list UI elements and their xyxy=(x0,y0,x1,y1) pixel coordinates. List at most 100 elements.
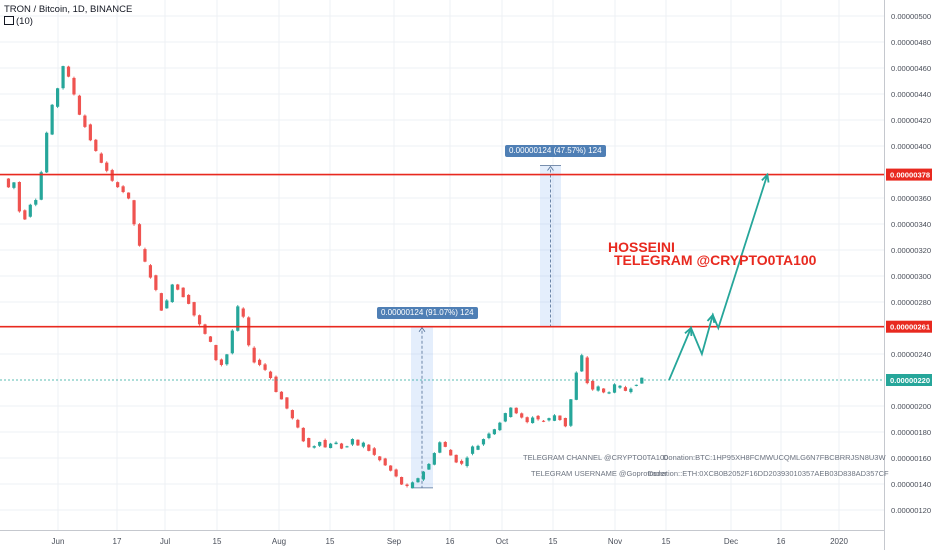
candle-body xyxy=(50,104,54,135)
candle-body xyxy=(580,355,584,372)
price-line-tag xyxy=(886,374,932,386)
candle-body xyxy=(394,469,398,477)
candle-body xyxy=(165,300,169,309)
x-tick-label: 2020 xyxy=(830,537,848,546)
candle-body xyxy=(339,443,344,449)
candle-body xyxy=(367,444,371,451)
measure-label-lower: 0.00000124 (91.07%) 124 xyxy=(377,307,478,319)
x-tick-label: 17 xyxy=(113,537,122,546)
y-tick-label: 0.00000140 xyxy=(891,480,931,489)
candle-body xyxy=(274,376,278,392)
candle-body xyxy=(602,388,606,393)
candle-body xyxy=(563,417,567,427)
candle-body xyxy=(498,422,502,431)
candle-body xyxy=(230,330,234,354)
y-tick-label: 0.00000480 xyxy=(891,38,931,47)
candle-body xyxy=(389,465,393,471)
y-tick-label: 0.00000400 xyxy=(891,142,931,151)
candle-body xyxy=(154,275,158,290)
y-tick-label: 0.00000420 xyxy=(891,116,931,125)
telegram-annotation: TELEGRAM @CRYPTO0TA100 xyxy=(614,252,817,268)
candle-body xyxy=(285,397,289,409)
candle-body xyxy=(307,438,311,448)
candle-body xyxy=(470,446,475,454)
candle-body xyxy=(39,172,43,200)
candle-body xyxy=(77,95,82,115)
x-tick-label: Sep xyxy=(387,537,402,546)
candle-body xyxy=(23,210,27,220)
candle-body xyxy=(105,162,109,171)
y-tick-label: 0.00000460 xyxy=(891,64,931,73)
candle-body xyxy=(6,178,11,188)
x-tick-label: Dec xyxy=(724,537,738,546)
candle-body xyxy=(214,345,218,361)
x-tick-label: 15 xyxy=(549,537,558,546)
y-tick-label: 0.00000320 xyxy=(891,246,931,255)
candle-body xyxy=(574,372,578,400)
candle-body xyxy=(34,200,38,205)
candle-body xyxy=(170,284,174,303)
x-tick-label: Aug xyxy=(272,537,286,546)
y-tick-label: 0.00000160 xyxy=(891,454,931,463)
y-tick-label: 0.00000200 xyxy=(891,402,931,411)
donation-btc-note: Donation:BTC:1HP95XH8FCMWUCQMLG6N7FBCBRR… xyxy=(663,453,886,462)
candle-body xyxy=(558,415,562,420)
candle-body xyxy=(176,284,180,290)
candle-body xyxy=(181,287,185,298)
candle-body xyxy=(258,359,262,365)
candle-body xyxy=(116,182,120,188)
projection-path xyxy=(668,174,769,381)
projection-arrow xyxy=(668,172,770,381)
x-tick-label: 15 xyxy=(662,537,671,546)
candle-body xyxy=(465,457,469,467)
candle-body xyxy=(241,308,245,317)
y-tick-label: 0.00000440 xyxy=(891,90,931,99)
candle-body xyxy=(525,417,529,423)
x-tick-label: Jun xyxy=(52,537,65,546)
candle-body xyxy=(296,419,300,428)
candle-body xyxy=(148,265,153,278)
candle-body xyxy=(290,410,294,419)
candle-body xyxy=(520,413,524,418)
measure-arrowhead xyxy=(418,327,426,332)
x-tick-label: 15 xyxy=(326,537,335,546)
candle-body xyxy=(66,66,71,77)
x-tick-label: 15 xyxy=(213,537,222,546)
candle-body xyxy=(476,445,480,450)
candle-body xyxy=(121,186,125,192)
candle-body xyxy=(634,384,638,386)
candle-body xyxy=(132,200,136,225)
candle-body xyxy=(247,317,251,346)
candle-body xyxy=(236,306,240,331)
candle-body xyxy=(345,446,349,448)
candle-body xyxy=(421,471,426,480)
candle-body xyxy=(187,294,191,304)
candle-body xyxy=(208,336,213,342)
y-tick-label: 0.00000340 xyxy=(891,220,931,229)
candle-body xyxy=(197,315,202,325)
candle-body xyxy=(623,387,628,391)
candle-body xyxy=(531,417,535,424)
indicator-legend[interactable]: (10) xyxy=(4,16,33,27)
candle-body xyxy=(279,391,284,400)
chart-grid xyxy=(0,0,884,530)
candle-body xyxy=(356,439,360,446)
price-axis[interactable]: 0.00000500 0.00000480 0.00000460 0.00000440… xyxy=(884,0,932,550)
candle-body xyxy=(72,77,76,95)
candle-body xyxy=(361,442,365,447)
candle-body xyxy=(301,427,305,442)
candle-body xyxy=(438,442,442,453)
telegram-channel-note: TELEGRAM CHANNEL @CRYPTO0TA100 xyxy=(523,453,669,462)
time-axis[interactable]: Jun 17 Jul 15 Aug 15 Sep 16 Oct 15 Nov 15 Dec 16 2020 xyxy=(0,530,884,547)
price-line-tag xyxy=(886,320,932,333)
candle-body xyxy=(383,458,387,466)
candle-body xyxy=(536,415,540,420)
candle-body xyxy=(61,66,65,89)
candle-body xyxy=(56,88,60,107)
candle-body xyxy=(378,456,382,461)
x-tick-label: 16 xyxy=(446,537,455,546)
candle-body xyxy=(509,407,513,418)
x-tick-label: 16 xyxy=(777,537,786,546)
projection-arrowhead xyxy=(706,313,716,324)
